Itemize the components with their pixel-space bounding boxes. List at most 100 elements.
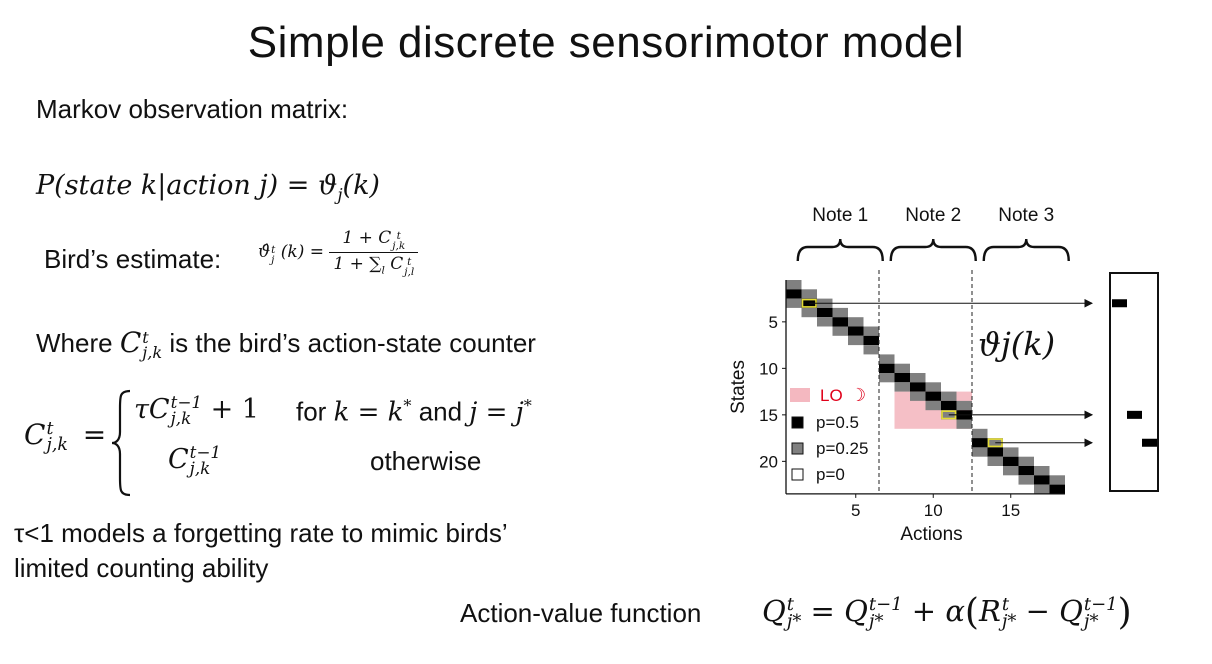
av-q2: Q [844,594,868,628]
av-q3: Q [1059,594,1083,628]
av-r-sub: j* [1001,611,1017,632]
counter-case2-condition: otherwise [370,446,482,476]
heatmap-cell [894,373,910,383]
counter-cond-j: j = j [469,397,524,428]
legend-swatch-lo [790,388,810,402]
estimate-den-c: C [384,254,404,275]
legend-swatch [791,468,804,481]
counter-equals: = [82,418,107,451]
heatmap-cell [941,400,957,411]
estimate-arg: (k) = [280,242,325,263]
legend-label: p=0 [816,465,845,484]
heatmap-cell [1018,475,1034,485]
av-eq: = [801,594,845,628]
counter-case2-sup: t−1 [189,442,222,463]
note-label: Note 2 [905,205,961,226]
estimate-num-sup: t [396,229,401,242]
tau-note-line2: limited counting ability [14,553,269,583]
estimate-label: Bird’s estimate: [44,244,222,274]
counter-case1-condition: for k = k* and j = j* [296,396,532,428]
counter-case2-c: C [168,444,189,475]
heatmap-cell [879,354,895,364]
av-plus-alpha: + α [902,594,965,628]
prob-eq-equals: = [278,170,319,201]
heatmap-cell [956,419,972,429]
prob-eq-arg: (k) [342,170,380,201]
estimate-denominator: 1 + ∑ [333,254,382,275]
slide-title: Simple discrete sensorimotor model [247,18,965,67]
heatmap-cell [786,280,802,290]
x-tick-label: 10 [924,501,943,520]
note-label: Note 1 [812,205,868,226]
heatmap-cell [832,307,848,318]
av-q2-sub: j* [868,611,884,632]
counter-lhs-sub: j,k [46,435,68,455]
heatmap-cell [972,428,988,439]
legend-label: p=0.5 [816,413,859,432]
where-suffix: is the bird’s action-state counter [162,328,536,358]
heatmap-cell [848,326,864,336]
chart-title: ϑj(k) [978,325,1055,363]
where-sup: t [142,327,149,347]
counter-case1-tail: + 1 [202,394,259,425]
estimate-den-sup: t [407,256,412,268]
legend-moon-icon: ☽ [850,385,866,405]
heatmap-cell [863,345,879,355]
heatmap-cell [1049,484,1065,494]
estimate-sup: t [271,244,276,256]
counter-cond-k: k = k [333,397,404,428]
output-vector-mark [1112,299,1127,308]
heatmap-cell [801,307,817,318]
sensorimotor-figure: 5 10 15 5 10 15 20 Actions States Note 1 Note 2 Not… [728,205,1159,545]
heatmap-cell [1034,475,1050,485]
counter-cond-star2: * [523,396,532,415]
heatmap-cell [925,400,941,411]
heatmap-cell [1018,456,1034,466]
heatmap-cell [1034,466,1050,476]
where-sub: j,k [142,343,163,362]
heatmap-cell [972,447,988,457]
prob-eq-theta-sub: j [337,184,343,205]
heatmap-cell [801,289,817,299]
x-tick-label: 5 [851,501,860,520]
tau-note-line1: τ<1 models a forgetting rate to mimic bi… [14,518,508,548]
y-tick-label: 20 [759,452,778,471]
counter-case1-tauc: τC [134,394,170,425]
legend-label-lo: LO [820,386,843,405]
heatmap-cell [987,447,1003,457]
counter-cond-prefix: for [296,396,334,427]
where-prefix: Where [36,328,120,358]
counter-lhs-sup: t [46,418,54,439]
av-q3-sub: j* [1083,611,1099,632]
note-brace [889,238,977,262]
estimate-sub: j [271,254,275,267]
av-open-paren: ( [964,592,979,633]
heatmap-cell [956,400,972,411]
heatmap-cell [863,335,879,346]
av-q-sub: j* [786,611,802,632]
heatmap-cell [894,363,910,373]
heatmap-cell [910,373,926,383]
av-q-sup: t [786,593,795,615]
estimate-num-sub: j,k [392,240,406,252]
heatmap-cell [786,298,802,308]
heatmap-cell [1018,466,1034,476]
heatmap-cell [786,289,802,299]
note-brace [796,238,884,262]
counter-case2-sub: j,k [189,458,211,478]
prob-eq-theta: ϑ [318,170,338,201]
heatmap-cell [879,373,895,383]
av-q2-sup: t−1 [868,593,903,615]
x-axis-label: Actions [900,524,962,545]
av-q: Q [762,594,786,628]
counter-lhs-c: C [24,418,46,451]
heatmap-cell [1003,456,1019,466]
heatmap-cell [848,335,864,346]
note-brace [982,238,1070,262]
note-label: Note 3 [998,205,1054,226]
av-minus: − [1016,594,1060,628]
